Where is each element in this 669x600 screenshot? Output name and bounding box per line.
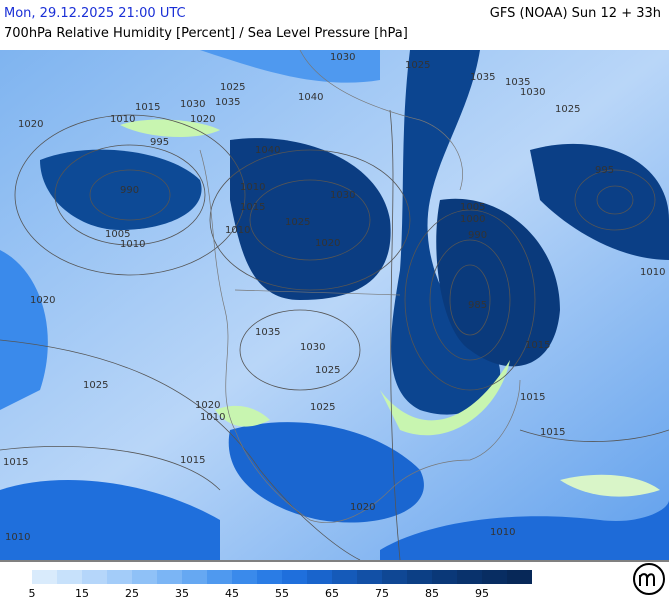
isobar-label: 1015 xyxy=(520,392,545,403)
isobar-labels: 1030102510401035103010351025102010151010… xyxy=(3,52,665,543)
isobar-label: 1020 xyxy=(350,502,375,513)
isobar-label: 1035 xyxy=(215,97,240,108)
color-swatch xyxy=(332,570,357,584)
legend: 5 15 25 35 45 55 65 75 85 95 xyxy=(0,560,669,600)
map: 1030102510401035103010351025102010151010… xyxy=(0,50,669,560)
isobar-label: 990 xyxy=(468,230,487,241)
isobar-label: 1025 xyxy=(315,365,340,376)
color-swatch xyxy=(157,570,182,584)
date: Mon, 29.12.2025 21:00 UTC xyxy=(4,6,186,21)
humidity-blobs xyxy=(0,50,669,560)
isobar-label: 1025 xyxy=(285,217,310,228)
isobar-label: 1025 xyxy=(220,82,245,93)
coastlines xyxy=(199,50,521,523)
isobar-label: 1015 xyxy=(240,202,265,213)
map-title: 700hPa Relative Humidity [Percent] / Sea… xyxy=(4,26,408,41)
colorbar-label: 85 xyxy=(425,587,439,600)
isobar-label: 1040 xyxy=(255,145,280,156)
isobar-label: 1010 xyxy=(5,532,30,543)
isobar-label: 1010 xyxy=(240,182,265,193)
color-swatch xyxy=(57,570,82,584)
colorbar-label: 35 xyxy=(175,587,189,600)
isobar-label: 1025 xyxy=(310,402,335,413)
model-run: GFS (NOAA) Sun 12 + 33h xyxy=(489,6,661,21)
isobar-label: 1020 xyxy=(18,119,43,130)
isobar-label: 1030 xyxy=(180,99,205,110)
colorbar-label: 25 xyxy=(125,587,139,600)
color-swatch xyxy=(257,570,282,584)
isobar-label: 1010 xyxy=(640,267,665,278)
isobar-label: 1035 xyxy=(505,77,530,88)
color-swatch xyxy=(232,570,257,584)
colorbar-label: 45 xyxy=(225,587,239,600)
isobar-label: 1005 xyxy=(460,202,485,213)
color-swatch xyxy=(382,570,407,584)
colorbar-label: 5 xyxy=(29,587,36,600)
color-swatch xyxy=(132,570,157,584)
isobar-label: 995 xyxy=(150,137,169,148)
isobar-label: 1010 xyxy=(110,114,135,125)
color-swatch xyxy=(32,570,57,584)
isobar-label: 1025 xyxy=(405,60,430,71)
colorbar: 5 15 25 35 45 55 65 75 85 95 xyxy=(29,570,532,600)
isobar-label: 1005 xyxy=(105,229,130,240)
isobar-label: 1025 xyxy=(83,380,108,391)
isobar-label: 1000 xyxy=(460,214,485,225)
colorbar-label: 95 xyxy=(475,587,489,600)
color-swatch xyxy=(207,570,232,584)
isobar-label: 1010 xyxy=(120,239,145,250)
isobar-label: 990 xyxy=(120,185,139,196)
color-swatch xyxy=(457,570,482,584)
isobar-label: 1030 xyxy=(330,52,355,63)
isobar-label: 1020 xyxy=(30,295,55,306)
isobar-label: 1030 xyxy=(520,87,545,98)
color-swatch xyxy=(82,570,107,584)
isobar-label: 1010 xyxy=(200,412,225,423)
isobar-label: 1015 xyxy=(180,455,205,466)
isobar-label: 1015 xyxy=(3,457,28,468)
isobar-label: 1015 xyxy=(135,102,160,113)
colorbar-label: 15 xyxy=(75,587,89,600)
color-swatch xyxy=(307,570,332,584)
color-swatch xyxy=(182,570,207,584)
color-swatch xyxy=(107,570,132,584)
colorbar-label: 55 xyxy=(275,587,289,600)
isobar-label: 995 xyxy=(595,165,614,176)
isobar-label: 1015 xyxy=(525,340,550,351)
isobar-label: 1020 xyxy=(190,114,215,125)
isobar-label: 1020 xyxy=(315,238,340,249)
color-swatch xyxy=(407,570,432,584)
color-swatch xyxy=(357,570,382,584)
isobar-label: 1015 xyxy=(540,427,565,438)
color-swatch xyxy=(482,570,507,584)
isobar-label: 1030 xyxy=(330,190,355,201)
colorbar-label: 65 xyxy=(325,587,339,600)
isobar-label: 1025 xyxy=(555,104,580,115)
isobars xyxy=(0,109,669,560)
color-swatch xyxy=(507,570,532,584)
color-swatch xyxy=(282,570,307,584)
logo xyxy=(633,563,665,595)
isobar-label: 1035 xyxy=(255,327,280,338)
isobar-label: 1040 xyxy=(298,92,323,103)
isobar-label: 1035 xyxy=(470,72,495,83)
isobar-label: 1020 xyxy=(195,400,220,411)
isobar-label: 985 xyxy=(468,300,487,311)
color-swatch xyxy=(432,570,457,584)
isobar-label: 1010 xyxy=(225,225,250,236)
colorbar-label: 75 xyxy=(375,587,389,600)
isobar-label: 1010 xyxy=(490,527,515,538)
isobar-label: 1030 xyxy=(300,342,325,353)
